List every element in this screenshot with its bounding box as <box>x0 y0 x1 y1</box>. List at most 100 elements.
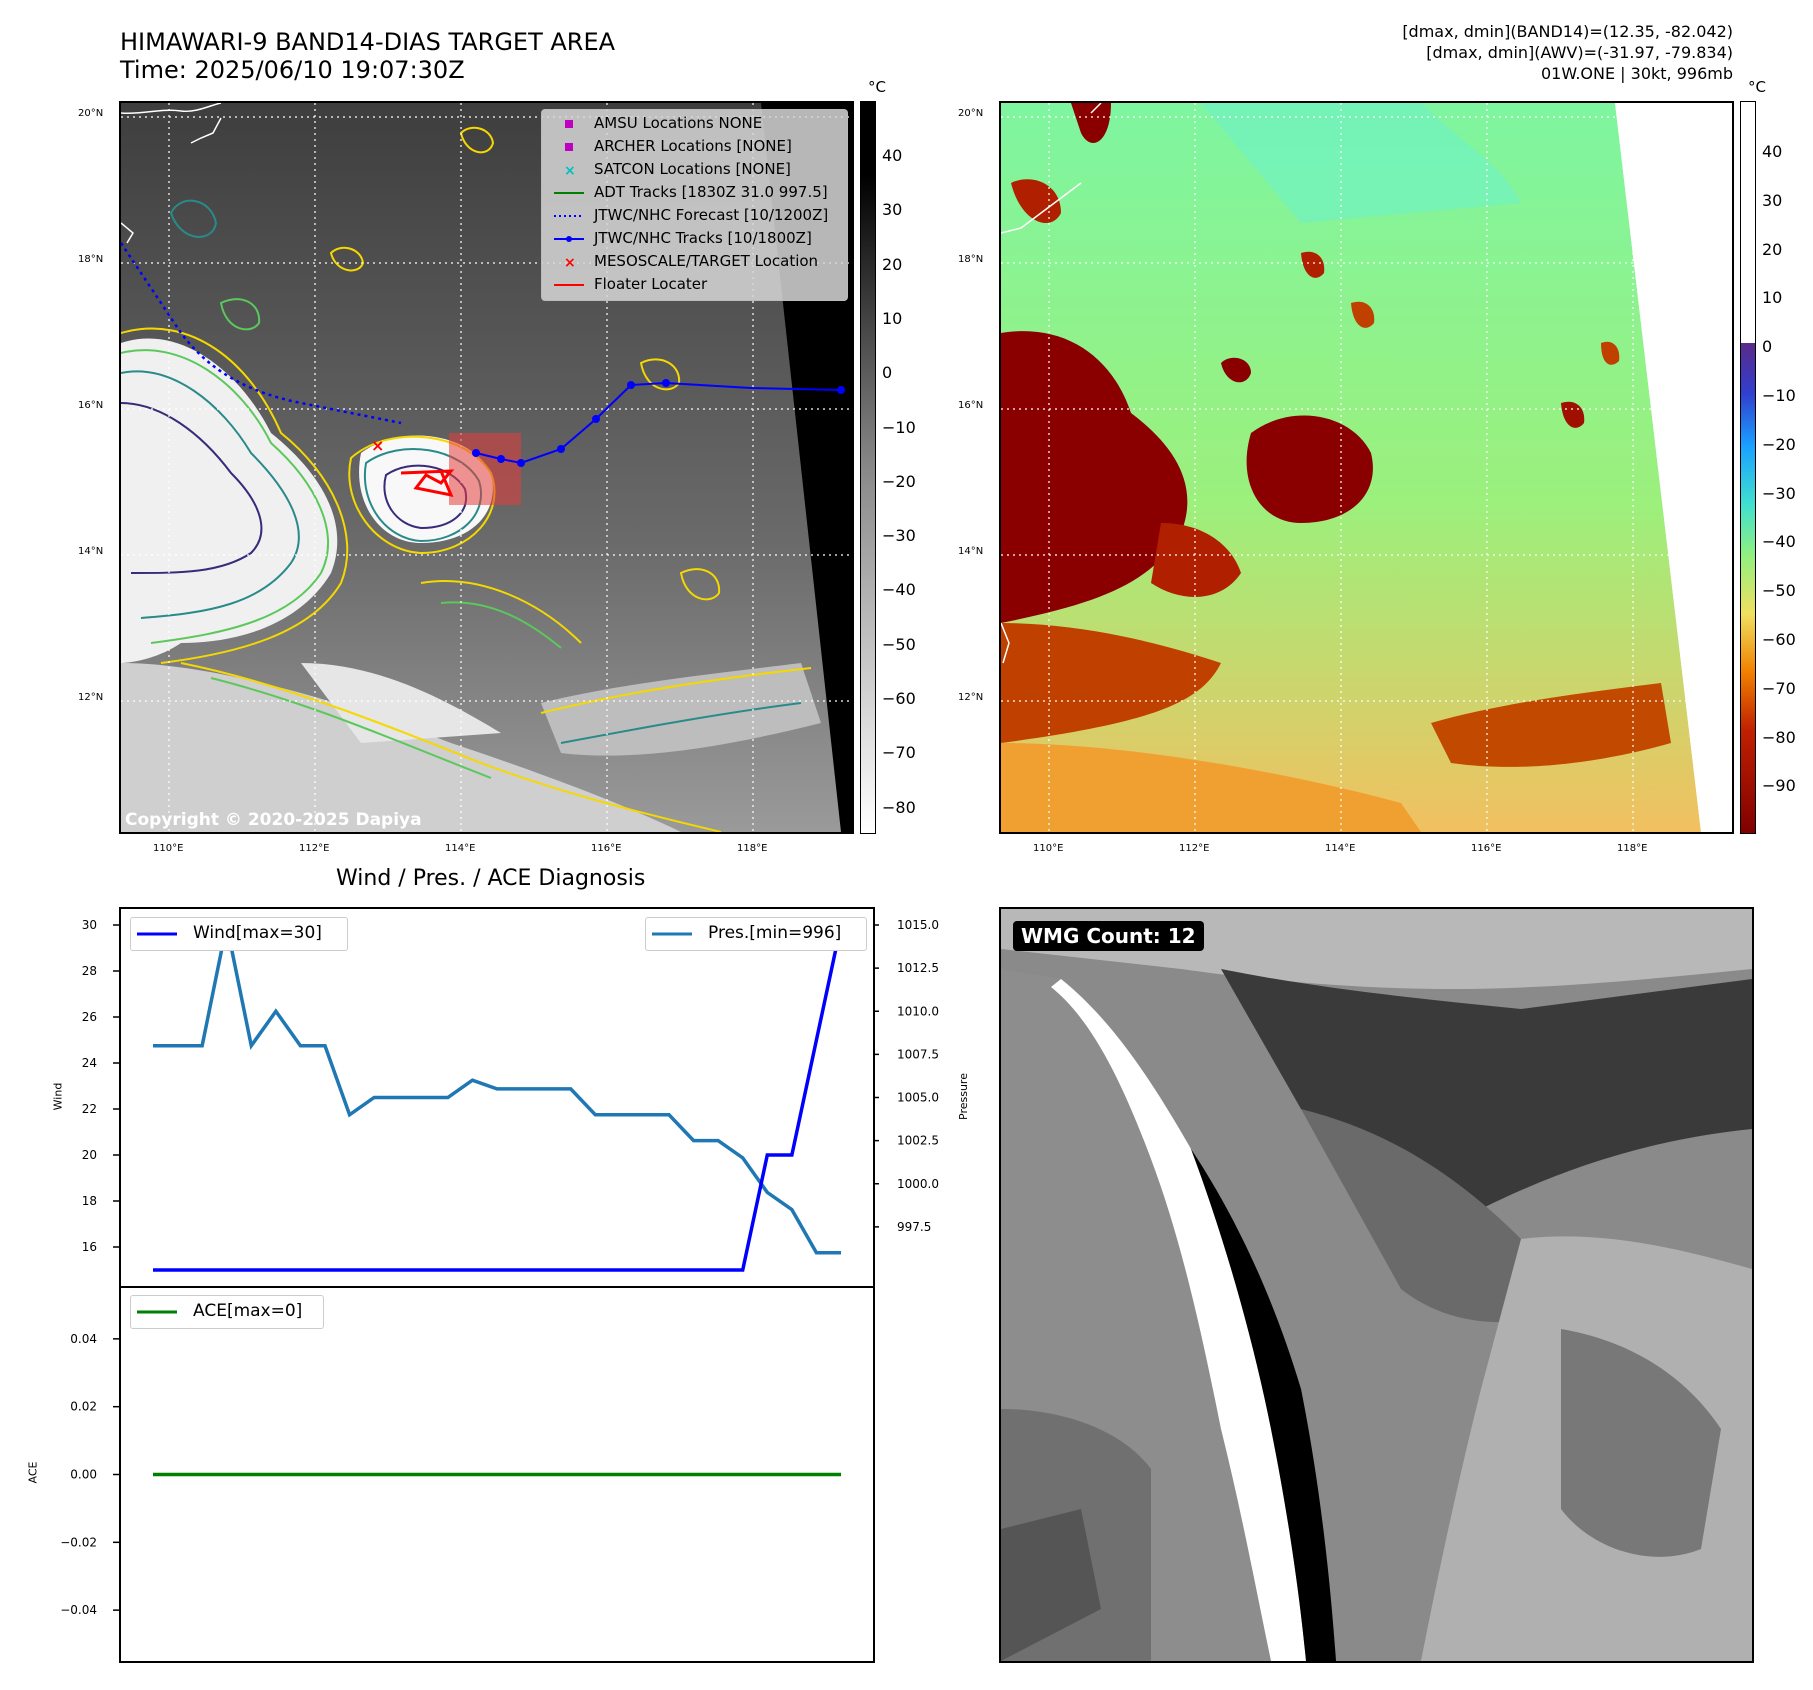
awv-map-panel <box>999 101 1734 834</box>
left-colorbar-unit: °C <box>868 78 886 96</box>
colorbar-tick: 10 <box>1762 288 1783 308</box>
colorbar-tick: 40 <box>1762 142 1783 161</box>
lon-tick: 118°E <box>737 843 768 854</box>
wind-ytick-label: 24 <box>82 1056 97 1070</box>
colorbar-tick: 20 <box>1762 239 1783 259</box>
colorbar-tick: −80 <box>1762 727 1796 747</box>
figure-timestamp: Time: 2025/06/10 19:07:30Z <box>120 56 465 84</box>
lat-tick: 12°N <box>78 692 104 703</box>
pressure-ytick-label: 1010.0 <box>897 1004 939 1018</box>
lon-tick: 112°E <box>299 843 330 854</box>
colorbar-tick: 40 <box>882 146 903 165</box>
floater-locater-track <box>400 469 455 498</box>
pressure-ytick-label: 1005.0 <box>897 1091 939 1105</box>
lon-tick: 110°E <box>153 843 184 854</box>
ace-legend: ACE[max=0] <box>130 1295 324 1329</box>
lat-tick: 18°N <box>78 254 104 265</box>
ace-ytick-label: 0.04 <box>70 1332 97 1346</box>
lat-tick: 20°N <box>958 108 984 119</box>
right-colorbar-unit: °C <box>1748 78 1766 96</box>
jtwc-track-points <box>472 379 845 467</box>
ace-ytick-label: 0.00 <box>70 1468 97 1482</box>
pressure-ytick-label: 1000.0 <box>897 1177 939 1191</box>
wind-ytick-label: 16 <box>82 1240 97 1254</box>
lon-tick: 112°E <box>1179 843 1210 854</box>
colorbar-tick: −60 <box>1762 630 1796 649</box>
colorbar-tick: −80 <box>882 797 916 817</box>
pressure-series-line <box>153 924 841 1255</box>
lon-tick: 118°E <box>1617 843 1648 854</box>
colorbar-tick: −60 <box>882 689 916 708</box>
wind-ytick-label: 30 <box>82 918 97 932</box>
colorbar-tick: −50 <box>1762 581 1796 601</box>
wmg-panel: WMG Count: 12 <box>999 907 1754 1663</box>
lat-tick: 18°N <box>958 254 984 265</box>
pressure-axis-label: Pressure <box>956 1073 970 1120</box>
colorbar-tick: −70 <box>882 743 916 763</box>
colorbar-tick: −90 <box>1762 776 1796 796</box>
pressure-legend: Pres.[min=996] <box>645 917 867 951</box>
wmg-count-badge: WMG Count: 12 <box>1013 921 1204 951</box>
lat-tick: 16°N <box>78 400 104 411</box>
lat-tick: 12°N <box>958 692 984 703</box>
colorbar-tick: 10 <box>882 308 903 328</box>
colorbar-tick: −20 <box>1762 434 1796 454</box>
colorbar-tick: −40 <box>882 580 916 600</box>
colorbar-tick: −10 <box>882 417 916 437</box>
ace-ytick-label: −0.04 <box>60 1603 97 1617</box>
colorbar-tick: 0 <box>882 363 893 383</box>
target-area-box <box>449 433 521 505</box>
pressure-ytick-label: 1007.5 <box>897 1047 939 1061</box>
dmax-band14-info: [dmax, dmin](BAND14)=(12.35, -82.042) <box>1402 22 1733 41</box>
wind-legend: Wind[max=30] <box>130 917 348 951</box>
wind-ytick-label: 20 <box>82 1148 97 1162</box>
wind-ytick-label: 26 <box>82 1010 97 1024</box>
wind-axis-label: Wind <box>51 1082 65 1111</box>
storm-info: 01W.ONE | 30kt, 996mb <box>1540 64 1733 83</box>
lat-tick: 14°N <box>78 546 104 557</box>
lat-tick: 16°N <box>958 400 984 411</box>
wind-ytick-label: 18 <box>82 1194 97 1208</box>
lat-tick: 20°N <box>78 108 104 119</box>
pressure-ytick-label: 997.5 <box>897 1220 931 1234</box>
pressure-ytick-label: 1002.5 <box>897 1134 939 1148</box>
colorbar-tick: 30 <box>882 200 903 220</box>
colorbar-tick: −30 <box>1762 483 1796 503</box>
ace-ytick-label: 0.02 <box>70 1400 97 1414</box>
lon-tick: 114°E <box>445 843 476 854</box>
ace-legend-label: ACE[max=0] <box>193 1301 303 1321</box>
figure-title: HIMAWARI-9 BAND14-DIAS TARGET AREA <box>120 28 616 56</box>
lon-tick: 116°E <box>1471 843 1502 854</box>
colorbar-tick: −50 <box>882 634 916 654</box>
pressure-legend-label: Pres.[min=996] <box>708 923 842 943</box>
lon-tick: 110°E <box>1033 843 1064 854</box>
pressure-ytick-label: 1012.5 <box>897 961 939 975</box>
wind-legend-label: Wind[max=30] <box>193 923 322 943</box>
lon-tick: 116°E <box>591 843 622 854</box>
colorbar-tick: 30 <box>1762 190 1783 210</box>
pressure-ytick-label: 1015.0 <box>897 918 939 932</box>
ace-panel <box>119 1286 875 1663</box>
colorbar-tick: −40 <box>1762 532 1796 552</box>
svg-text:×: × <box>564 255 576 271</box>
ir-map-panel: × AMSU Locations NONE ARCHER Locations [… <box>119 101 854 834</box>
colorbar-tick: −20 <box>882 471 916 491</box>
svg-text:×: × <box>564 163 576 179</box>
copyright-label: Copyright © 2020-2025 Dapiya <box>125 810 422 830</box>
wmg-image <box>1001 909 1752 1661</box>
jtwc-forecast-track <box>121 242 402 425</box>
colorbar-tick: 20 <box>882 254 903 274</box>
ace-axis-label: ACE <box>26 1461 40 1484</box>
right-colorbar <box>1740 101 1756 834</box>
map-legend: AMSU Locations NONE ARCHER Locations [NO… <box>541 109 848 301</box>
mesoscale-target-marker: × <box>371 436 384 455</box>
left-colorbar <box>860 101 876 834</box>
dmax-awv-info: [dmax, dmin](AWV)=(-31.97, -79.834) <box>1426 43 1733 62</box>
colorbar-tick: −10 <box>1762 386 1796 405</box>
lat-tick: 14°N <box>958 546 984 557</box>
wind-ytick-label: 22 <box>82 1102 97 1116</box>
colorbar-tick: 0 <box>1762 337 1773 357</box>
ace-ytick-label: −0.02 <box>60 1535 97 1549</box>
wind-ytick-label: 28 <box>82 964 97 978</box>
